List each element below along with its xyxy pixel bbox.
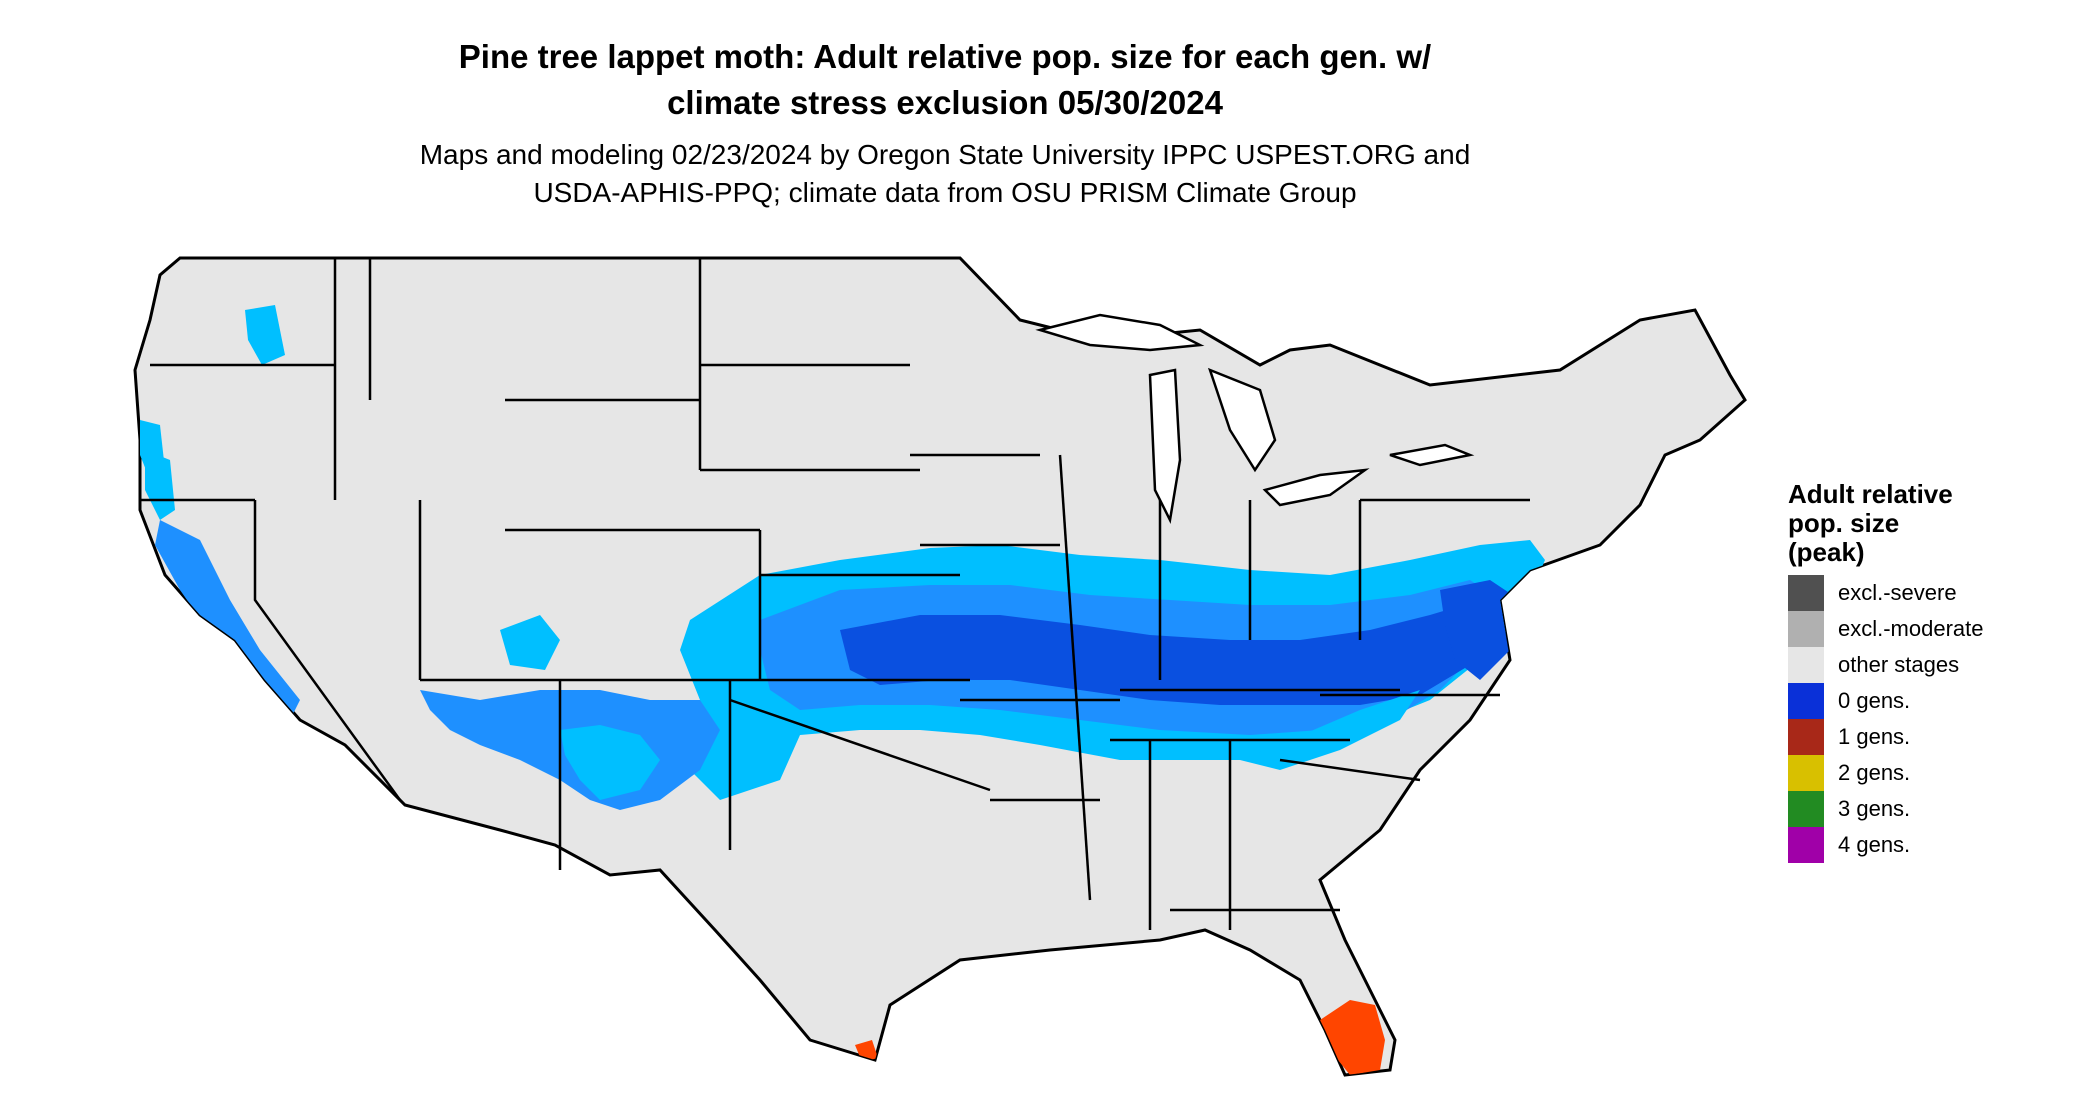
us-map <box>133 256 1747 1077</box>
legend-swatch <box>1788 827 1824 863</box>
legend-title-line-1: Adult relative <box>1788 479 1953 509</box>
region-cascades <box>245 305 285 365</box>
legend: Adult relative pop. size (peak) excl.-se… <box>1788 480 1984 863</box>
legend-item: 1 gens. <box>1788 719 1984 755</box>
state-borders <box>140 258 1530 930</box>
legend-swatch <box>1788 755 1824 791</box>
legend-item: 0 gens. <box>1788 683 1984 719</box>
map-title: Pine tree lappet moth: Adult relative po… <box>0 34 1890 126</box>
region-sierra <box>155 520 300 720</box>
legend-label: other stages <box>1838 652 1960 677</box>
region-oregon-coast <box>140 420 165 480</box>
legend-swatch <box>1788 611 1824 647</box>
legend-label: 4 gens. <box>1838 832 1911 857</box>
legend-item: 2 gens. <box>1788 755 1984 791</box>
title-line-2: climate stress exclusion 05/30/2024 <box>667 84 1223 121</box>
legend-swatch <box>1788 719 1824 755</box>
legend-label: 1 gens. <box>1838 724 1911 749</box>
lake-michigan <box>1148 368 1182 524</box>
legend-label: excl.-moderate <box>1838 616 1984 641</box>
border-river-ms <box>1058 454 1092 901</box>
legend-item: 3 gens. <box>1788 791 1984 827</box>
legend-label: 3 gens. <box>1838 796 1911 821</box>
region-mid-atlantic <box>1440 580 1520 680</box>
region-colorado <box>500 615 560 670</box>
lake-ontario <box>1389 443 1475 467</box>
legend-title: Adult relative pop. size (peak) <box>1788 480 1984 567</box>
region-southwest-light <box>560 725 660 800</box>
border-ca-nv <box>253 500 402 801</box>
map-subtitle: Maps and modeling 02/23/2024 by Oregon S… <box>0 136 1890 212</box>
title-line-1: Pine tree lappet moth: Adult relative po… <box>458 38 1432 75</box>
subtitle-line-2: USDA-APHIS-PPQ; climate data from OSU PR… <box>533 177 1357 208</box>
legend-items: excl.-severe excl.-moderate other stages 0 … <box>1788 575 1984 863</box>
region-appalachian <box>1240 690 1420 770</box>
legend-swatch <box>1788 683 1824 719</box>
border-nc-sc <box>1279 758 1421 782</box>
legend-label: 0 gens. <box>1838 688 1911 713</box>
legend-item: excl.-moderate <box>1788 611 1984 647</box>
lake-huron <box>1207 367 1277 473</box>
population-overlay <box>140 305 1545 1075</box>
legend-label: 2 gens. <box>1838 760 1911 785</box>
subtitle-line-1: Maps and modeling 02/23/2024 by Oregon S… <box>419 139 1471 170</box>
legend-title-line-3: (peak) <box>1788 537 1865 567</box>
border-ok-tx <box>729 698 991 792</box>
legend-swatch <box>1788 575 1824 611</box>
region-dark-blue <box>840 600 1490 705</box>
legend-swatch <box>1788 647 1824 683</box>
legend-swatch <box>1788 791 1824 827</box>
great-lakes <box>1035 313 1475 524</box>
legend-item: excl.-severe <box>1788 575 1984 611</box>
legend-item: 4 gens. <box>1788 827 1984 863</box>
lake-superior <box>1035 313 1205 352</box>
lake-erie <box>1262 468 1370 507</box>
legend-label: excl.-severe <box>1838 580 1957 605</box>
legend-item: other stages <box>1788 647 1984 683</box>
legend-title-line-2: pop. size <box>1788 508 1900 538</box>
